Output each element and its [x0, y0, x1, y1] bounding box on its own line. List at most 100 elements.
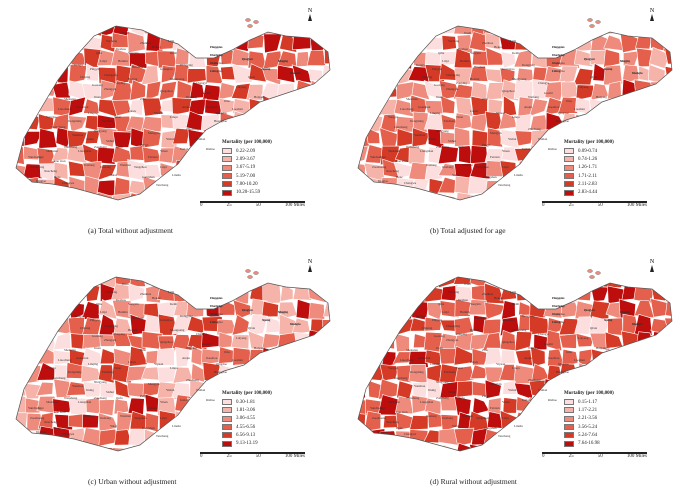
- island: [253, 271, 259, 275]
- county-region: [38, 26, 57, 37]
- place-label: Laoshan: [574, 358, 585, 362]
- place-label: Jiaxiang: [426, 414, 437, 418]
- place-label: Shanxian: [388, 400, 400, 404]
- county-region: [363, 277, 385, 287]
- place-label: Cangshan: [142, 426, 155, 430]
- place-label: Liangshan: [78, 400, 92, 404]
- county-region: [172, 444, 193, 451]
- county-region: [366, 333, 382, 352]
- north-arrow-icon: N: [647, 8, 657, 21]
- county-region: [358, 412, 366, 431]
- legend-item: 2.21-3.56: [564, 415, 614, 423]
- county-region: [142, 97, 163, 117]
- county-region: [593, 112, 607, 131]
- county-region: [396, 48, 413, 70]
- county-region: [358, 363, 365, 383]
- legend-title: Mortality (per 100,000): [222, 140, 272, 145]
- county-region: [203, 26, 222, 37]
- county-region: [322, 380, 330, 400]
- north-label: N: [649, 8, 655, 14]
- place-label: Shouguang: [170, 77, 185, 81]
- county-region: [378, 318, 400, 335]
- place-label: Juxian: [522, 147, 531, 151]
- place-label: Qufu: [458, 396, 465, 400]
- place-label: Qihe: [438, 51, 445, 55]
- place-label: Linyi: [442, 310, 449, 314]
- place-label: Jiaozhou: [548, 356, 560, 360]
- place-label: Feicheng: [444, 119, 456, 123]
- county-region: [543, 285, 565, 305]
- place-label: Zhanhua: [482, 292, 494, 296]
- county-region: [141, 128, 162, 149]
- place-label: Linyi: [502, 165, 509, 169]
- scale-tick-label: 50: [255, 454, 261, 459]
- county-region: [468, 65, 489, 82]
- place-label: Jinxiang: [100, 416, 111, 420]
- place-label: Pingyin: [90, 67, 100, 71]
- county-region: [129, 98, 144, 117]
- legend-item: 9.13-13.19: [222, 439, 272, 447]
- county-region: [664, 286, 672, 303]
- place-label: Juancheng: [52, 376, 66, 380]
- place-label: Xiajin: [210, 61, 218, 65]
- county-region: [144, 428, 162, 449]
- place-label: Wudi: [464, 31, 471, 35]
- county-region: [454, 365, 475, 384]
- place-label: Xuecheng: [44, 169, 57, 173]
- county-region: [52, 35, 70, 52]
- county-region: [38, 128, 58, 149]
- legend-swatch: [564, 407, 574, 414]
- county-region: [175, 26, 190, 36]
- place-label: Tancheng: [156, 434, 169, 438]
- legend-item: 3.67-5.19: [222, 164, 272, 172]
- county-region: [187, 177, 205, 196]
- place-label: Feixian: [148, 155, 158, 159]
- county-region: [68, 64, 88, 84]
- county-region: [172, 31, 193, 51]
- county-region: [145, 80, 162, 101]
- place-label: Yangxin: [470, 51, 481, 55]
- county-region: [39, 277, 56, 287]
- place-label: Yanzhou: [414, 384, 426, 388]
- place-label: Kenli: [170, 51, 177, 55]
- county-region: [52, 332, 72, 351]
- place-label: Gaomi: [202, 342, 211, 346]
- county-region: [454, 316, 474, 336]
- county-region: [379, 48, 398, 68]
- legend-item: 1.81-3.06: [222, 406, 272, 414]
- county-region: [393, 277, 415, 289]
- county-region: [664, 95, 672, 117]
- place-label: Boxing: [128, 328, 138, 332]
- county-region: [382, 193, 395, 200]
- place-label: Tengzhou: [476, 165, 489, 169]
- place-label: Rushan: [290, 322, 300, 326]
- place-label: Changdao: [552, 304, 565, 308]
- county-region: [306, 329, 328, 353]
- county-region: [295, 51, 310, 67]
- legend-swatch: [222, 407, 232, 414]
- scale-tick-label: 100 Miles: [284, 454, 305, 459]
- county-region: [234, 364, 251, 384]
- county-region: [603, 113, 625, 133]
- map-panel-a: Changdao Changdao Changdao Changdao Penglai M…: [0, 0, 342, 251]
- place-label: Yantai: [604, 67, 612, 71]
- county-region: [397, 318, 414, 335]
- place-label: Yutai: [110, 424, 117, 428]
- county-region: [543, 26, 563, 34]
- county-region: [366, 63, 382, 84]
- county-region: [437, 145, 459, 165]
- county-region: [482, 26, 505, 35]
- county-region: [83, 381, 102, 398]
- county-region: [358, 80, 370, 100]
- county-region: [306, 146, 325, 164]
- place-label: Laiwu: [128, 360, 137, 364]
- province-boundary: [357, 25, 673, 201]
- place-label: Yantai: [262, 67, 270, 71]
- place-label: Shanghe: [632, 322, 644, 326]
- place-label: Pingyi: [140, 394, 148, 398]
- county-region: [381, 302, 400, 317]
- county-region: [85, 63, 100, 82]
- place-label: Chiping: [422, 326, 433, 330]
- county-region: [358, 443, 370, 451]
- county-region: [618, 26, 638, 36]
